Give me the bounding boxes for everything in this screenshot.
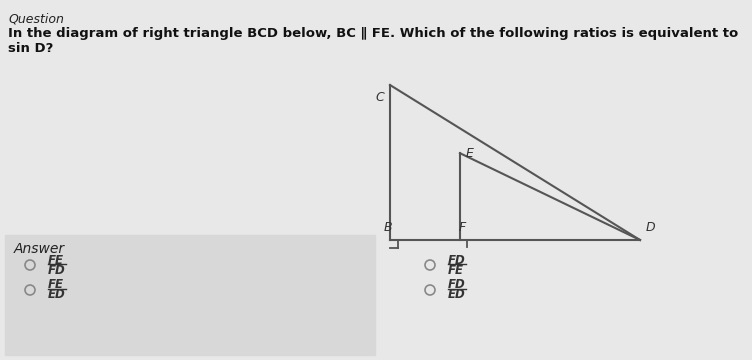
Text: FE: FE [48, 253, 64, 266]
Text: FE: FE [48, 279, 64, 292]
Text: FD: FD [48, 264, 65, 276]
Bar [5, 235, 375, 355]
Text: ED: ED [448, 288, 465, 302]
Text: Question: Question [8, 12, 64, 25]
Text: ED: ED [48, 288, 65, 302]
Text: B: B [384, 221, 393, 234]
Text: FE: FE [448, 264, 464, 276]
Text: D: D [646, 221, 656, 234]
Text: In the diagram of right triangle BCD below, BC ∥ FE. Which of the following rati: In the diagram of right triangle BCD bel… [8, 27, 738, 55]
Text: FD: FD [448, 253, 465, 266]
Text: C: C [375, 91, 384, 104]
Text: F: F [459, 221, 465, 234]
Text: Answer: Answer [14, 242, 65, 256]
Text: E: E [466, 147, 474, 160]
Text: FD: FD [448, 279, 465, 292]
